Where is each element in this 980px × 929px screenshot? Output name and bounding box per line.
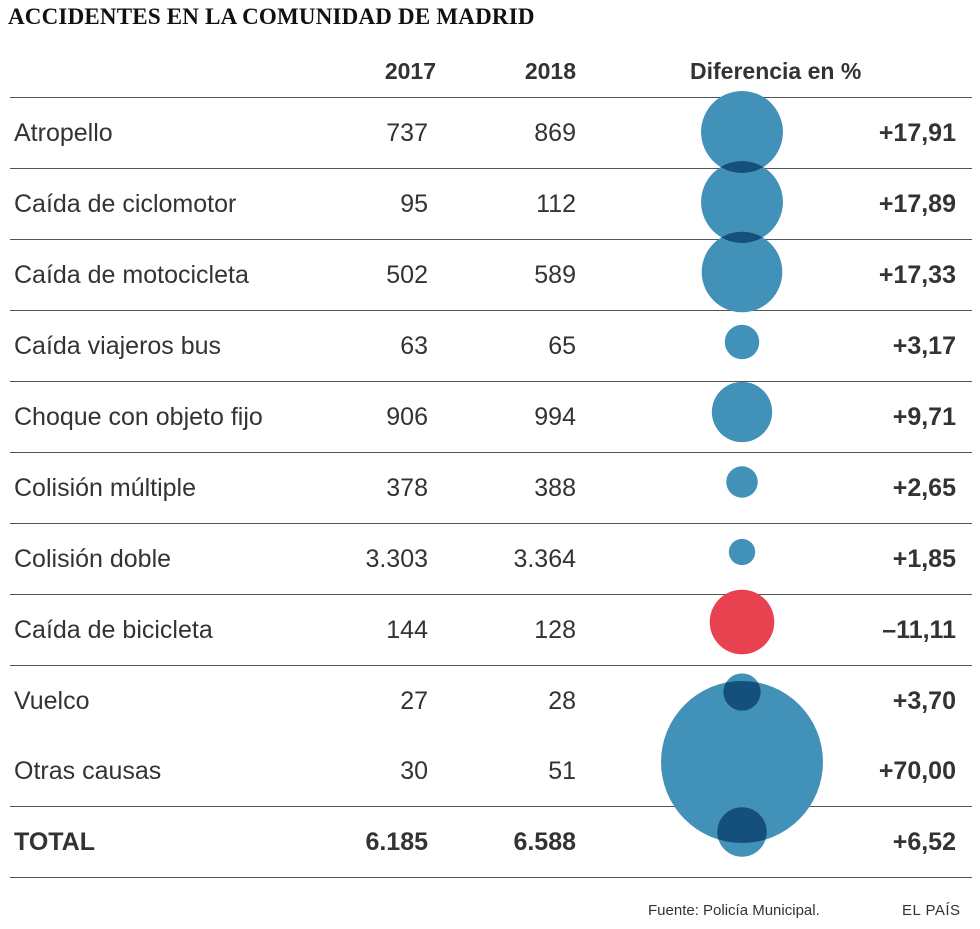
source-note: Fuente: Policía Municipal.	[648, 902, 820, 919]
value-diferencia: +17,91	[878, 119, 956, 147]
value-2017: 6.185	[365, 828, 428, 856]
value-2018: 6.588	[513, 828, 576, 856]
row-label: Vuelco	[14, 687, 90, 715]
row-label: Caída de motocicleta	[14, 261, 249, 289]
value-diferencia: +6,52	[892, 828, 956, 856]
row-label: TOTAL	[14, 828, 96, 856]
value-2018: 51	[548, 757, 576, 785]
column-header-diferencia: Diferencia en %	[690, 58, 862, 84]
value-diferencia: +17,89	[878, 190, 956, 218]
value-2018: 3.364	[513, 545, 576, 573]
value-diferencia: +17,33	[878, 261, 956, 289]
value-2017: 144	[386, 616, 428, 644]
value-2017: 906	[386, 403, 428, 431]
row-label: Colisión múltiple	[14, 474, 197, 502]
value-diferencia: +3,70	[892, 687, 956, 715]
value-diferencia: +1,85	[892, 545, 956, 573]
row-label: Caída de ciclomotor	[14, 190, 237, 218]
value-2017: 3.303	[365, 545, 428, 573]
value-2017: 27	[400, 687, 428, 715]
value-2017: 378	[386, 474, 428, 502]
value-diferencia: +70,00	[878, 757, 956, 785]
value-2018: 589	[534, 261, 576, 289]
total-row: TOTAL 6.185 6.588 +6,52	[10, 806, 972, 878]
value-2017: 502	[386, 261, 428, 289]
table-row: Choque con objeto fijo 906 994 +9,71	[10, 381, 972, 452]
column-header-2018: 2018	[524, 58, 576, 84]
brand-logo: EL PAÍS	[902, 902, 961, 919]
value-2017: 63	[400, 332, 428, 360]
value-2018: 28	[548, 687, 576, 715]
value-2017: 737	[386, 119, 428, 147]
value-2017: 95	[400, 190, 428, 218]
table-row: Caída viajeros bus 63 65 +3,17	[10, 310, 972, 381]
value-2018: 994	[534, 403, 576, 431]
row-label: Otras causas	[14, 757, 162, 785]
value-diferencia: +2,65	[892, 474, 956, 502]
table-row: Atropello 737 869 +17,91	[10, 97, 972, 168]
table-row: Colisión múltiple 378 388 +2,65	[10, 452, 972, 523]
column-header-2017: 2017	[384, 58, 436, 84]
table-row: Caída de bicicleta 144 128 –11,11	[10, 594, 972, 665]
value-2018: 128	[534, 616, 576, 644]
row-label: Atropello	[14, 119, 113, 147]
row-label: Choque con objeto fijo	[14, 403, 263, 431]
value-diferencia: +3,17	[892, 332, 956, 360]
table-row: Colisión doble 3.303 3.364 +1,85	[10, 523, 972, 594]
table-row: Vuelco 27 28 +3,70	[10, 665, 972, 736]
table-row: Otras causas 30 51 +70,00	[10, 736, 972, 806]
value-diferencia: +9,71	[892, 403, 956, 431]
data-table: Atropello 737 869 +17,91 Caída de ciclom…	[10, 97, 972, 878]
row-label: Colisión doble	[14, 545, 172, 573]
value-2018: 65	[548, 332, 576, 360]
row-label: Caída de bicicleta	[14, 616, 213, 644]
chart-title: ACCIDENTES EN LA COMUNIDAD DE MADRID	[8, 4, 535, 29]
value-2018: 869	[534, 119, 576, 147]
table-row: Caída de ciclomotor 95 112 +17,89	[10, 168, 972, 239]
value-2017: 30	[400, 757, 428, 785]
value-2018: 112	[536, 190, 576, 218]
row-label: Caída viajeros bus	[14, 332, 222, 360]
table-row: Caída de motocicleta 502 589 +17,33	[10, 239, 972, 310]
value-diferencia: –11,11	[882, 616, 956, 644]
value-2018: 388	[534, 474, 576, 502]
